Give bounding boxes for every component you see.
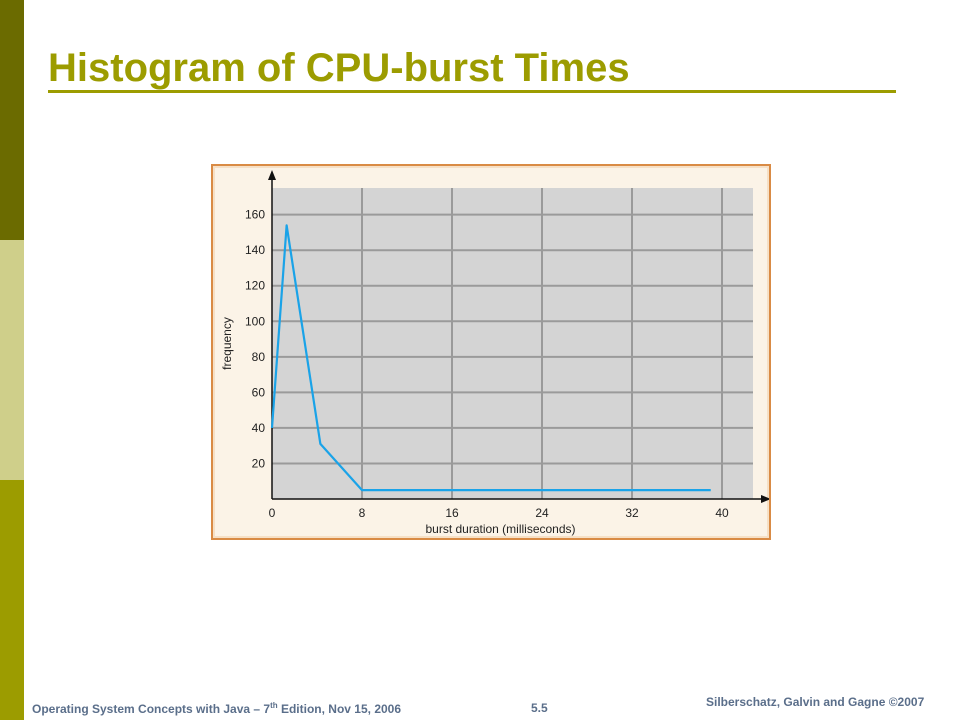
y-tick-label: 160 — [245, 208, 265, 222]
footer-page-number: 5.5 — [531, 701, 548, 715]
plot-area — [272, 188, 753, 499]
y-tick-label: 60 — [252, 385, 266, 399]
y-tick-label: 20 — [252, 456, 266, 470]
side-strip-bottom — [0, 480, 24, 720]
footer-book-title-tail: Edition, Nov 15, 2006 — [277, 702, 402, 716]
side-strip-middle — [0, 240, 24, 480]
cpu-burst-chart: 20 40 60 80 100 120 140 160 0 8 16 24 32 40 burst dura… — [220, 170, 769, 536]
series-line — [270, 224, 711, 492]
y-axis-label: frequency — [220, 317, 234, 370]
title-underline — [48, 90, 896, 93]
y-tick-label: 80 — [252, 350, 266, 364]
y-tick-label: 100 — [245, 314, 265, 328]
footer-book-title: Operating System Concepts with Java – 7t… — [32, 701, 401, 716]
y-tick-label: 40 — [252, 421, 266, 435]
x-tick-label: 24 — [535, 506, 549, 520]
side-strip-top — [0, 0, 24, 240]
y-axis-arrow — [268, 170, 276, 180]
x-tick-label: 16 — [445, 506, 459, 520]
y-tick-label: 120 — [245, 279, 265, 293]
x-tick-label: 8 — [359, 506, 366, 520]
footer-book-title-sup: th — [270, 701, 278, 710]
x-tick-label: 0 — [269, 506, 276, 520]
y-tick-label: 140 — [245, 243, 265, 257]
footer-authors: Silberschatz, Galvin and Gagne ©2007 — [706, 695, 925, 709]
figure-frame: 20 40 60 80 100 120 140 160 0 8 16 24 32 40 burst dura… — [211, 164, 771, 540]
x-axis-label: burst duration (milliseconds) — [425, 522, 575, 536]
slide-title: Histogram of CPU-burst Times — [48, 46, 630, 90]
footer-book-title-main: Operating System Concepts with Java – 7 — [32, 702, 271, 716]
x-tick-label: 32 — [625, 506, 639, 520]
x-axis-arrow — [761, 495, 769, 503]
x-tick-label: 40 — [715, 506, 729, 520]
